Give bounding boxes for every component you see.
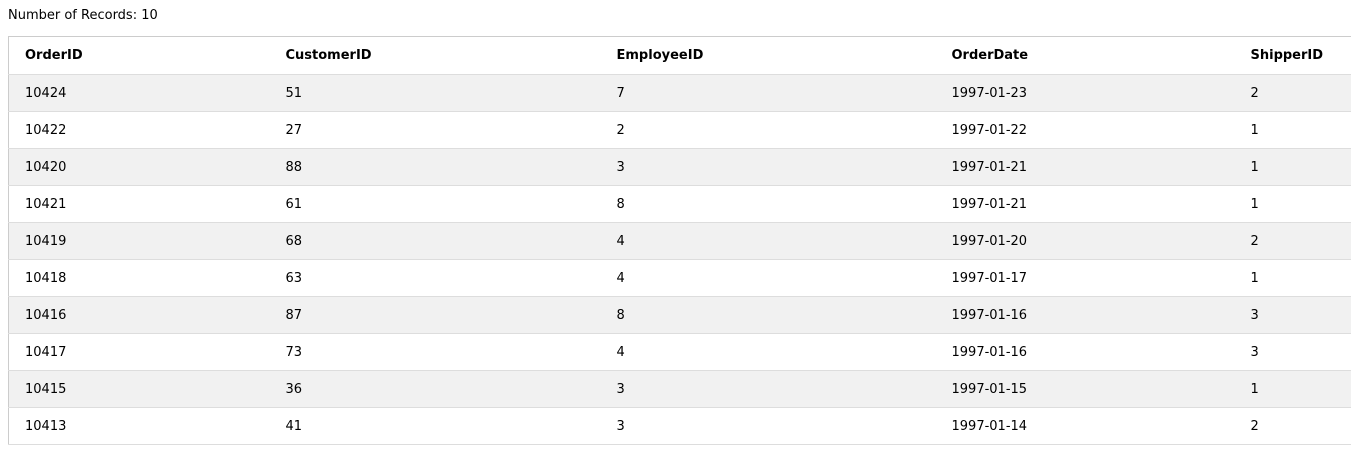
- cell-shipperid: 1: [1234, 148, 1351, 186]
- table-row: 10413 41 3 1997-01-14 2: [8, 407, 1351, 445]
- cell-orderid: 10422: [8, 111, 270, 149]
- cell-orderdate: 1997-01-16: [935, 333, 1235, 371]
- cell-orderid: 10416: [8, 296, 270, 334]
- cell-orderid: 10421: [8, 185, 270, 223]
- cell-orderid: 10415: [8, 370, 270, 408]
- table-row: 10415 36 3 1997-01-15 1: [8, 370, 1351, 408]
- cell-customerid: 68: [269, 222, 601, 260]
- cell-orderdate: 1997-01-23: [935, 74, 1235, 112]
- results-table: OrderID CustomerID EmployeeID OrderDate …: [8, 36, 1351, 445]
- cell-orderdate: 1997-01-16: [935, 296, 1235, 334]
- cell-employeeid: 8: [600, 296, 936, 334]
- table-row: 10424 51 7 1997-01-23 2: [8, 74, 1351, 112]
- cell-orderdate: 1997-01-15: [935, 370, 1235, 408]
- table-row: 10417 73 4 1997-01-16 3: [8, 333, 1351, 371]
- record-count-label: Number of Records: 10: [8, 8, 158, 23]
- cell-shipperid: 2: [1234, 74, 1351, 112]
- cell-shipperid: 3: [1234, 296, 1351, 334]
- column-header-customerid: CustomerID: [269, 36, 601, 75]
- cell-customerid: 51: [269, 74, 601, 112]
- table-row: 10416 87 8 1997-01-16 3: [8, 296, 1351, 334]
- cell-customerid: 73: [269, 333, 601, 371]
- cell-orderid: 10419: [8, 222, 270, 260]
- cell-shipperid: 2: [1234, 407, 1351, 445]
- cell-orderdate: 1997-01-21: [935, 185, 1235, 223]
- cell-shipperid: 1: [1234, 370, 1351, 408]
- table-row: 10418 63 4 1997-01-17 1: [8, 259, 1351, 297]
- cell-employeeid: 4: [600, 222, 936, 260]
- cell-customerid: 61: [269, 185, 601, 223]
- cell-employeeid: 4: [600, 333, 936, 371]
- cell-shipperid: 1: [1234, 259, 1351, 297]
- table-row: 10422 27 2 1997-01-22 1: [8, 111, 1351, 149]
- cell-orderdate: 1997-01-14: [935, 407, 1235, 445]
- column-header-orderid: OrderID: [8, 36, 270, 75]
- cell-employeeid: 3: [600, 407, 936, 445]
- column-header-employeeid: EmployeeID: [600, 36, 936, 75]
- cell-customerid: 41: [269, 407, 601, 445]
- column-header-shipperid: ShipperID: [1234, 36, 1351, 75]
- cell-shipperid: 3: [1234, 333, 1351, 371]
- cell-customerid: 87: [269, 296, 601, 334]
- table-row: 10421 61 8 1997-01-21 1: [8, 185, 1351, 223]
- cell-customerid: 27: [269, 111, 601, 149]
- table-row: 10420 88 3 1997-01-21 1: [8, 148, 1351, 186]
- cell-orderid: 10413: [8, 407, 270, 445]
- table-body: 10424 51 7 1997-01-23 2 10422 27 2 1997-…: [8, 74, 1351, 445]
- cell-orderdate: 1997-01-20: [935, 222, 1235, 260]
- cell-orderid: 10417: [8, 333, 270, 371]
- cell-orderdate: 1997-01-21: [935, 148, 1235, 186]
- table-row: 10419 68 4 1997-01-20 2: [8, 222, 1351, 260]
- cell-shipperid: 1: [1234, 111, 1351, 149]
- cell-employeeid: 3: [600, 148, 936, 186]
- cell-shipperid: 1: [1234, 185, 1351, 223]
- cell-customerid: 88: [269, 148, 601, 186]
- cell-orderid: 10424: [8, 74, 270, 112]
- column-header-orderdate: OrderDate: [935, 36, 1235, 75]
- cell-customerid: 36: [269, 370, 601, 408]
- cell-employeeid: 4: [600, 259, 936, 297]
- header-row: OrderID CustomerID EmployeeID OrderDate …: [8, 36, 1351, 75]
- cell-orderdate: 1997-01-22: [935, 111, 1235, 149]
- cell-employeeid: 2: [600, 111, 936, 149]
- cell-customerid: 63: [269, 259, 601, 297]
- cell-orderid: 10418: [8, 259, 270, 297]
- cell-employeeid: 7: [600, 74, 936, 112]
- cell-orderdate: 1997-01-17: [935, 259, 1235, 297]
- cell-orderid: 10420: [8, 148, 270, 186]
- cell-employeeid: 3: [600, 370, 936, 408]
- table-header: OrderID CustomerID EmployeeID OrderDate …: [8, 36, 1351, 75]
- cell-shipperid: 2: [1234, 222, 1351, 260]
- cell-employeeid: 8: [600, 185, 936, 223]
